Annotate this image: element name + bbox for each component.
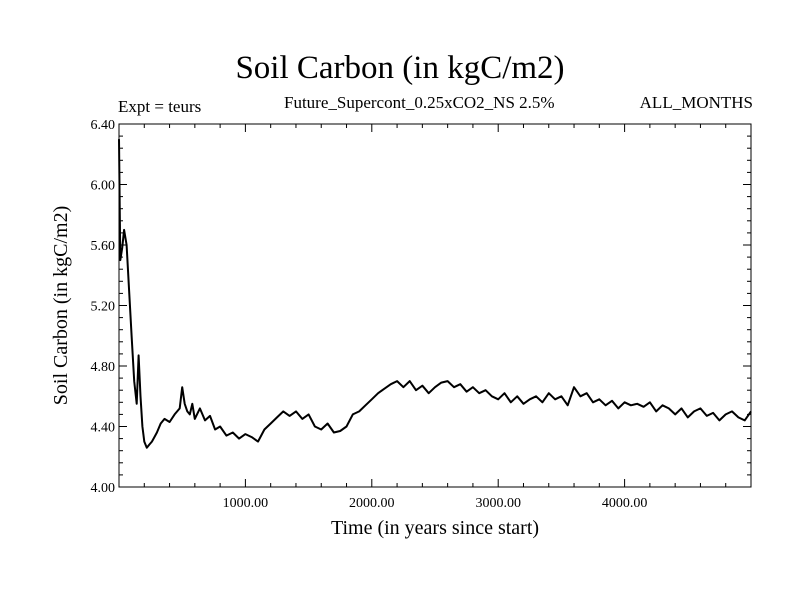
tick-labels: 4.00 4.40 4.80 5.20 5.60 6.00 6.40 1000.00 2000.… <box>91 118 648 511</box>
y-tick-label: 4.40 <box>91 421 116 436</box>
axis-ticks <box>119 123 751 488</box>
series-line <box>118 139 752 449</box>
y-tick-label: 6.40 <box>91 118 116 133</box>
y-tick-label: 5.60 <box>91 239 116 254</box>
x-axis-label: Time (in years since start) <box>331 517 539 539</box>
plot-frame <box>118 123 752 488</box>
x-tick-label: 2000.00 <box>349 496 395 511</box>
experiment-label: Expt = teurs <box>118 97 202 116</box>
y-tick-label: 4.80 <box>91 360 116 375</box>
x-tick-label: 1000.00 <box>223 496 269 511</box>
y-tick-label: 4.00 <box>91 481 116 496</box>
chart-subtitle: Future_Supercont_0.25xCO2_NS 2.5% <box>284 93 555 112</box>
y-axis-label: Soil Carbon (in kgC/m2) <box>50 206 72 405</box>
x-tick-label: 4000.00 <box>602 496 648 511</box>
y-tick-label: 6.00 <box>91 179 116 194</box>
y-tick-label: 5.20 <box>91 300 116 315</box>
x-tick-label: 3000.00 <box>475 496 521 511</box>
months-label: ALL_MONTHS <box>639 93 753 112</box>
chart-title: Soil Carbon (in kgC/m2) <box>235 50 565 86</box>
